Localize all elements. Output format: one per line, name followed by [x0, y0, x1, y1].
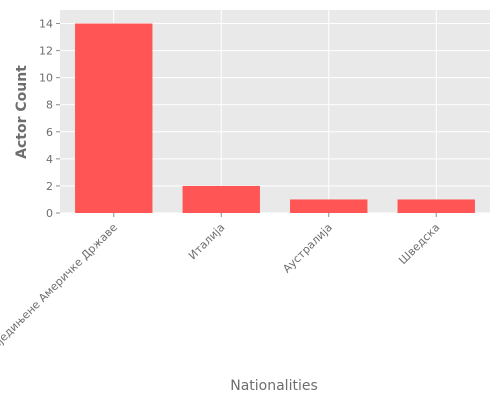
x-tick-label: Шведска — [396, 221, 442, 267]
y-tick-label: 6 — [46, 126, 53, 139]
x-axis: Сједињене Америчке Државе Италија Аустрали… — [0, 213, 442, 352]
y-tick-label: 2 — [46, 180, 53, 193]
bar — [75, 23, 153, 214]
y-tick-label: 12 — [39, 45, 53, 58]
y-axis: 0 2 4 6 8 10 12 14 — [39, 18, 60, 220]
y-axis-title: Actor Count — [14, 65, 30, 159]
bar — [290, 199, 368, 213]
y-tick-label: 4 — [46, 153, 53, 166]
y-tick-label: 0 — [46, 207, 53, 220]
bar — [182, 185, 260, 213]
y-tick-label: 14 — [39, 18, 53, 31]
bars — [75, 23, 475, 214]
bar — [397, 199, 475, 213]
x-tick-label: Сједињене Америчке Државе — [0, 221, 120, 352]
x-axis-title: Nationalities — [230, 378, 318, 394]
y-tick-label: 10 — [39, 72, 53, 85]
x-tick-label: Аустралија — [280, 221, 335, 276]
x-tick-label: Италија — [186, 221, 227, 262]
y-tick-label: 8 — [46, 99, 53, 112]
